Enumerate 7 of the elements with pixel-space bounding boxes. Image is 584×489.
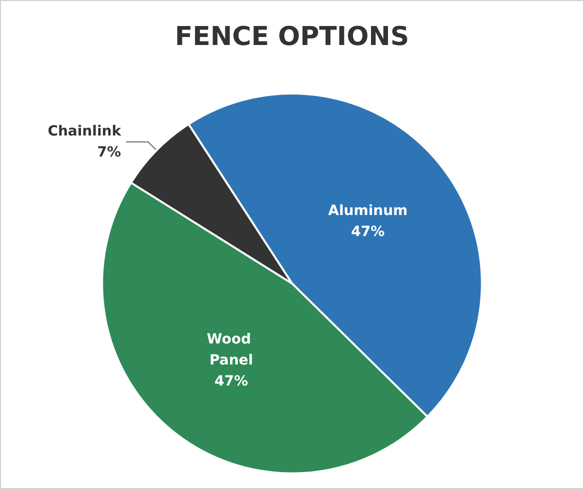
- slice-label: Chainlink: [48, 123, 122, 140]
- slice-label: Aluminum: [328, 202, 408, 219]
- chart-title: FENCE OPTIONS: [174, 22, 410, 52]
- data-label: 47%: [351, 224, 385, 240]
- data-label: 47%: [214, 373, 248, 390]
- data-label: 7%: [97, 144, 122, 160]
- slice-label: Wood Panel: [206, 331, 256, 368]
